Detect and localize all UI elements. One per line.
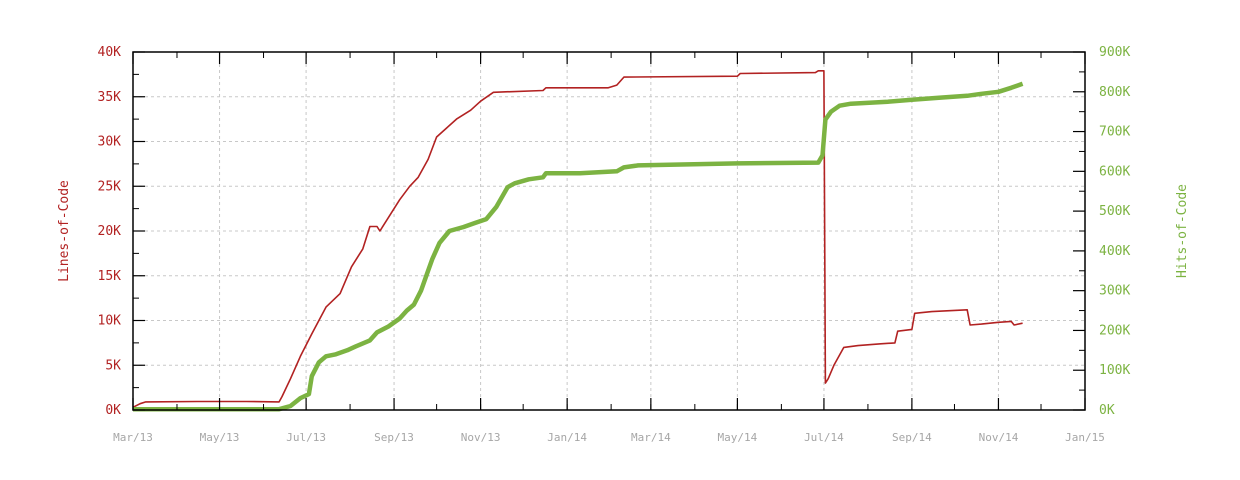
left-tick-label: 0K: [105, 403, 121, 418]
left-tick-label: 20K: [98, 224, 122, 239]
x-tick-label: Jan/14: [547, 431, 587, 444]
left-tick-label: 15K: [98, 269, 122, 284]
right-axis-tick-labels: 0K 100K 200K 300K 400K 500K 600K 700K 800K 900K: [1099, 45, 1130, 418]
right-tick-label: 500K: [1099, 204, 1130, 219]
left-axis-tick-labels: 0K 5K 10K 15K 20K 25K 30K 35K 40K: [98, 45, 122, 418]
right-tick-label: 0K: [1099, 403, 1115, 418]
right-tick-label: 800K: [1099, 85, 1130, 100]
lines-of-code-line: [132, 70, 1023, 409]
right-tick-label: 100K: [1099, 363, 1130, 378]
hits-of-code-line: [133, 81, 1024, 412]
left-tick-label: 40K: [98, 45, 122, 60]
x-tick-label: Mar/14: [631, 431, 671, 444]
right-tick-label: 700K: [1099, 125, 1130, 140]
x-tick-label: Nov/14: [979, 431, 1019, 444]
x-tick-label: Sep/14: [892, 431, 932, 444]
x-tick-label: Nov/13: [461, 431, 501, 444]
x-tick-label: Sep/13: [374, 431, 414, 444]
series-lines: [132, 70, 1024, 412]
grid-lines: [133, 52, 1085, 410]
x-tick-label: May/14: [718, 431, 758, 444]
right-tick-label: 900K: [1099, 45, 1130, 60]
right-tick-label: 200K: [1099, 323, 1130, 338]
right-tick-label: 600K: [1099, 164, 1130, 179]
x-axis-tick-labels: Mar/13 May/13 Jul/13 Sep/13 Nov/13 Jan/14 Mar/…: [113, 431, 1105, 444]
left-tick-label: 30K: [98, 135, 122, 150]
x-tick-label: Jul/13: [286, 431, 326, 444]
left-tick-label: 35K: [98, 90, 122, 105]
right-tick-label: 400K: [1099, 244, 1130, 259]
right-tick-label: 300K: [1099, 284, 1130, 299]
left-tick-label: 5K: [105, 358, 121, 373]
x-tick-label: Mar/13: [113, 431, 153, 444]
x-tick-label: Jan/15: [1065, 431, 1105, 444]
left-axis-title: Lines-of-Code: [57, 180, 72, 282]
x-tick-label: May/13: [200, 431, 240, 444]
left-tick-label: 10K: [98, 314, 122, 329]
x-tick-label: Jul/14: [804, 431, 844, 444]
right-axis-title: Hits-of-Code: [1175, 184, 1190, 278]
axis-ticks: [132, 51, 1086, 411]
left-tick-label: 25K: [98, 179, 122, 194]
